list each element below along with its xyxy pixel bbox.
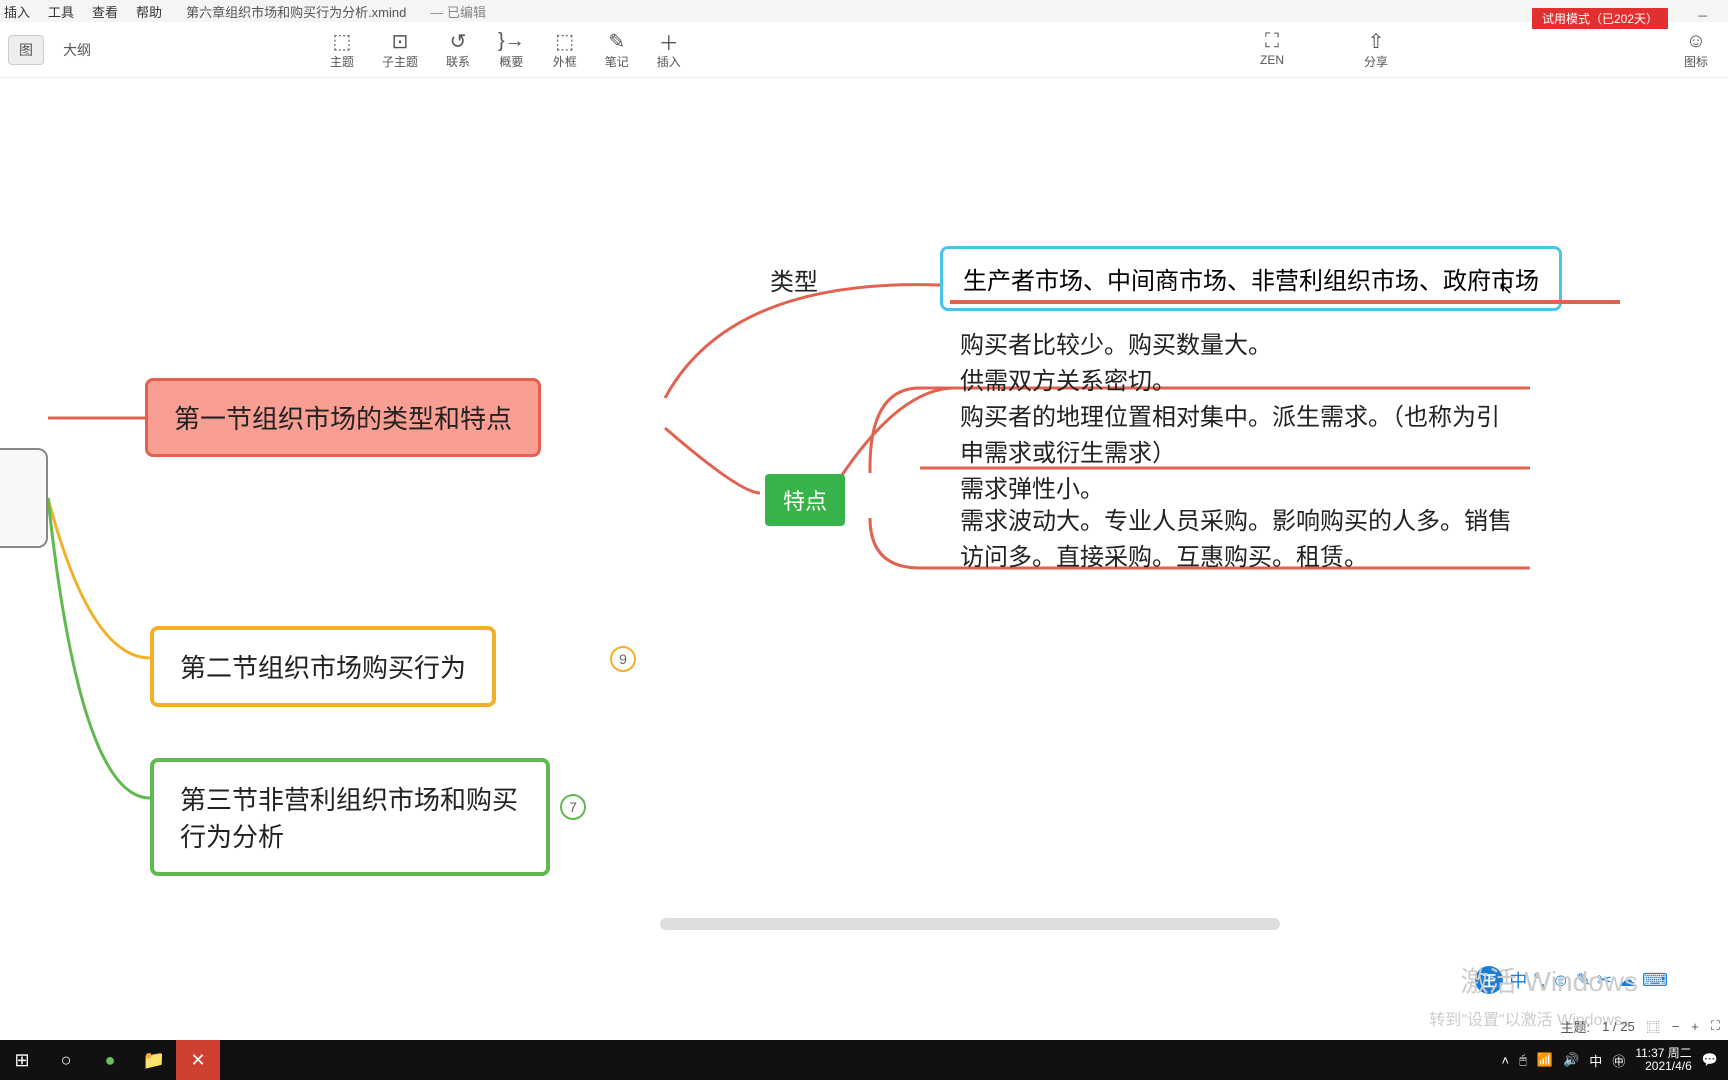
status-bar: 主题: 1 / 25 ⿴ − + ⛶ xyxy=(1561,1012,1720,1040)
ime-keyboard-icon[interactable]: ⌨ xyxy=(1642,970,1668,991)
tool-icons[interactable]: ☺图标 xyxy=(1684,29,1708,70)
insert-icon: ＋ xyxy=(659,29,679,53)
xmind-taskbar-icon[interactable]: ✕ xyxy=(176,1040,220,1080)
tool-zen[interactable]: ⛶ZEN xyxy=(1260,29,1284,70)
note-icon: ✎ xyxy=(608,29,625,53)
menu-view[interactable]: 查看 xyxy=(92,2,118,21)
text-features-1[interactable]: 购买者比较少。购买数量大。 供需双方关系密切。 购买者的地理位置相对集中。派生需… xyxy=(960,328,1520,508)
zoom-in-button[interactable]: + xyxy=(1691,1019,1699,1034)
summary-icon: }→ xyxy=(498,29,525,53)
tray-ime-icon[interactable]: ㊥ xyxy=(1612,1051,1625,1070)
subtopic-icon: ⊡ xyxy=(392,29,409,53)
relation-icon: ↺ xyxy=(450,29,467,53)
tray-ime[interactable]: 中 xyxy=(1589,1051,1602,1070)
label-feature[interactable]: 特点 xyxy=(765,474,845,526)
edited-indicator: — 已编辑 xyxy=(430,2,486,21)
root-node-stub[interactable] xyxy=(0,448,48,548)
underline-types xyxy=(950,300,1620,304)
system-tray[interactable]: ˄ 🖰 📶 🔊 中 ㊥ 11:37 周二 2021/4/6 💬 xyxy=(1502,1047,1728,1073)
windows-taskbar[interactable]: ⊞ ○ ● 📁 ✕ ˄ 🖰 📶 🔊 中 ㊥ 11:37 周二 2021/4/6 … xyxy=(0,1040,1728,1080)
mouse-cursor: ↖ xyxy=(1498,278,1513,299)
badge-section-2[interactable]: 9 xyxy=(610,646,636,672)
explorer-icon[interactable]: 📁 xyxy=(132,1040,176,1080)
zen-icon: ⛶ xyxy=(1265,29,1279,53)
map-icon[interactable]: ⿴ xyxy=(1647,1017,1660,1036)
menu-bar: 插入 工具 查看 帮助 第六章组织市场和购买行为分析.xmind — 已编辑 xyxy=(0,0,1728,22)
menu-tools[interactable]: 工具 xyxy=(48,2,74,21)
tool-relation[interactable]: ↺联系 xyxy=(446,29,470,70)
tray-notification-icon[interactable]: 💬 xyxy=(1702,1052,1718,1068)
topic-icon: ⬚ xyxy=(333,29,352,53)
tool-share[interactable]: ⇧分享 xyxy=(1364,29,1388,70)
share-icon: ⇧ xyxy=(1368,29,1385,53)
horizontal-scrollbar[interactable] xyxy=(660,918,1280,930)
tray-volume-icon[interactable]: 🔊 xyxy=(1563,1052,1579,1068)
mindmap-canvas[interactable]: 第一节组织市场的类型和特点 第二节组织市场购买行为 9 第三节非营利组织市场和购… xyxy=(0,78,1728,998)
status-topic-label: 主题: xyxy=(1561,1017,1591,1036)
node-section-3[interactable]: 第三节非营利组织市场和购买行为分析 xyxy=(150,758,550,876)
tab-outline[interactable]: 大纲 xyxy=(52,35,102,65)
tool-topic[interactable]: ⬚主题 xyxy=(330,29,354,70)
toolbar: 图 大纲 ⬚主题 ⊡子主题 ↺联系 }→概要 ⬚外框 ✎笔记 ＋插入 ⛶ZEN … xyxy=(0,22,1728,78)
tool-insert[interactable]: ＋插入 xyxy=(657,29,681,70)
status-topic-count: 1 / 25 xyxy=(1602,1019,1635,1034)
tool-summary[interactable]: }→概要 xyxy=(498,29,525,70)
menu-insert[interactable]: 插入 xyxy=(4,2,30,21)
zoom-out-button[interactable]: − xyxy=(1672,1019,1680,1034)
tool-boundary[interactable]: ⬚外框 xyxy=(553,29,577,70)
node-section-1[interactable]: 第一节组织市场的类型和特点 xyxy=(145,378,541,457)
cortana-icon[interactable]: ○ xyxy=(44,1040,88,1080)
node-section-2[interactable]: 第二节组织市场购买行为 xyxy=(150,626,496,707)
browser-icon[interactable]: ● xyxy=(88,1040,132,1080)
boundary-icon: ⬚ xyxy=(555,29,574,53)
text-features-2[interactable]: 需求波动大。专业人员采购。影响购买的人多。销售访问多。直接采购。互惠购买。租赁。 xyxy=(960,504,1520,576)
fit-icon[interactable]: ⛶ xyxy=(1711,1018,1720,1034)
windows-watermark-1: 激活 Windows xyxy=(1461,960,1638,1000)
tray-chevron-icon[interactable]: ˄ xyxy=(1502,1053,1510,1068)
tab-map[interactable]: 图 xyxy=(8,35,44,65)
tray-battery-icon[interactable]: 🖰 xyxy=(1519,1052,1527,1068)
tool-note[interactable]: ✎笔记 xyxy=(605,29,629,70)
menu-help[interactable]: 帮助 xyxy=(136,2,162,21)
tool-subtopic[interactable]: ⊡子主题 xyxy=(382,29,418,70)
label-type[interactable]: 类型 xyxy=(770,262,818,297)
file-name: 第六章组织市场和购买行为分析.xmind xyxy=(186,2,406,21)
tray-clock[interactable]: 11:37 周二 2021/4/6 xyxy=(1635,1047,1691,1073)
badge-section-3[interactable]: 7 xyxy=(560,794,586,820)
smiley-icon: ☺ xyxy=(1686,29,1706,53)
tray-wifi-icon[interactable]: 📶 xyxy=(1537,1052,1553,1068)
taskview-icon[interactable]: ⊞ xyxy=(0,1040,44,1080)
